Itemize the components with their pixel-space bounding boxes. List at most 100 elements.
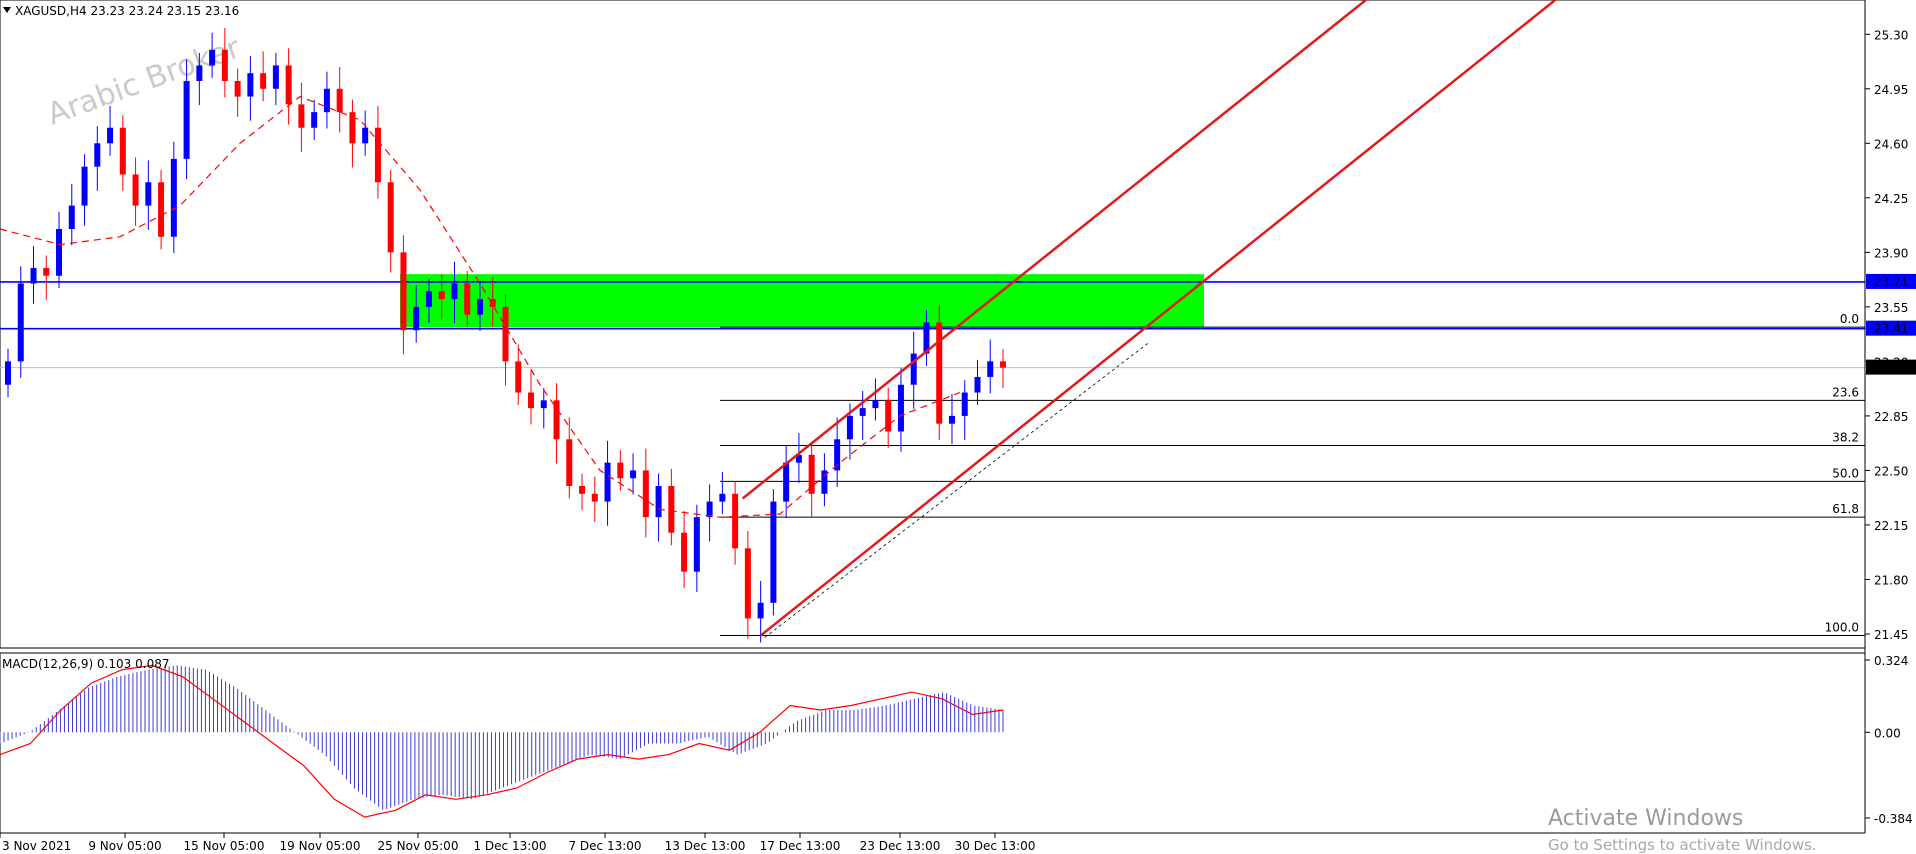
candle-body [132, 174, 139, 206]
time-tick-label: 15 Nov 05:00 [184, 839, 265, 853]
candle-body [923, 322, 930, 354]
activate-windows-subtitle: Go to Settings to activate Windows. [1548, 836, 1817, 854]
moving-average-line [0, 95, 961, 518]
time-tick-label: 3 Nov 2021 [2, 839, 71, 853]
candle-body [425, 291, 432, 307]
candle-body [107, 127, 114, 144]
price-tick-label: 21.45 [1874, 628, 1908, 642]
time-tick-label: 19 Nov 05:00 [280, 839, 361, 853]
price-tick-label: 23.90 [1874, 246, 1908, 260]
candle-body [987, 361, 994, 377]
candle-body [553, 400, 560, 440]
candle-body [336, 88, 343, 113]
candle-body [936, 322, 943, 424]
level-tag-label: 23.71 [1874, 275, 1908, 289]
time-tick-label: 7 Dec 13:00 [568, 839, 641, 853]
candle-body [566, 439, 573, 486]
candle-body [489, 299, 496, 307]
candle-body [681, 532, 688, 572]
time-tick-label: 13 Dec 13:00 [665, 839, 746, 853]
candle-body [528, 392, 535, 409]
candle-body [221, 49, 228, 81]
channel-upper-line [741, 0, 1368, 500]
supply-zone [400, 274, 1204, 328]
candle-body [808, 454, 815, 494]
current-price-tag-label: 23.16 [1874, 361, 1908, 375]
candle-body [591, 493, 598, 502]
fib-label: 100.0 [1825, 621, 1859, 635]
level-tag-label: 23.41 [1874, 322, 1908, 336]
time-tick-label: 30 Dec 13:00 [955, 839, 1036, 853]
macd-layer: 0.324 0.00 -0.384 [0, 654, 1913, 826]
candle-body [693, 517, 700, 572]
candle-body [604, 462, 611, 502]
fib-label: 38.2 [1832, 431, 1859, 445]
channel-layer [741, 0, 1558, 638]
candle-body [744, 548, 751, 619]
candle-body [783, 462, 790, 502]
fibonacci-layer: 0.0 23.6 38.2 50.0 61.8 100.0 [720, 312, 1865, 637]
candle-body [43, 267, 50, 276]
candle-body [617, 462, 624, 479]
candle-body [476, 299, 483, 315]
candle-body [770, 501, 777, 603]
fib-label: 23.6 [1832, 385, 1859, 399]
candle-body [910, 353, 917, 385]
candle-body [821, 470, 828, 494]
macd-tick-label: 0.00 [1874, 726, 1901, 740]
price-tick-label: 24.95 [1874, 83, 1908, 97]
price-tick-label: 24.60 [1874, 137, 1908, 151]
candle-body [362, 127, 369, 144]
candle-body [285, 65, 292, 105]
candle-body [56, 228, 63, 276]
candle-body [349, 112, 356, 144]
candle-body [94, 143, 101, 167]
candle-body [579, 486, 586, 494]
candle-body [438, 291, 445, 300]
fib-label: 61.8 [1832, 502, 1859, 516]
candle-body [170, 158, 177, 237]
fib-label: 0.0 [1840, 312, 1859, 326]
macd-label: MACD(12,26,9) 0.103 0.087 [2, 657, 169, 671]
price-tick-label: 22.50 [1874, 464, 1908, 478]
candle-body [961, 392, 968, 416]
candle-body [311, 112, 318, 128]
candle-body [502, 306, 509, 362]
candle-body [642, 470, 649, 518]
candle-body [655, 486, 662, 518]
candle-body [834, 439, 841, 471]
symbol-header-text: XAGUSD,H4 23.23 23.24 23.15 23.16 [15, 4, 239, 18]
candle-body [757, 602, 764, 619]
level-tag [1866, 320, 1916, 336]
time-tick-label: 17 Dec 13:00 [760, 839, 841, 853]
price-tick-label: 24.25 [1874, 192, 1908, 206]
time-tick-label: 1 Dec 13:00 [473, 839, 546, 853]
watermark-text: Arabic Broker [43, 30, 246, 132]
candle-body [234, 81, 241, 97]
candle-body [374, 127, 381, 183]
candle-body [515, 361, 522, 393]
candle-body [630, 470, 637, 479]
candle-body [30, 267, 37, 284]
candle-body [119, 127, 126, 175]
candle-body [948, 415, 955, 424]
candle-body [464, 283, 471, 315]
candle-body [1000, 361, 1006, 368]
candle-body [795, 454, 802, 463]
candle-body [81, 166, 88, 206]
level-tag [1866, 273, 1916, 289]
candle-body [5, 361, 11, 385]
current-price-tag [1866, 359, 1916, 375]
candle-body [413, 306, 420, 331]
candle-body [668, 486, 675, 533]
price-tick-label: 22.85 [1874, 410, 1908, 424]
candles-layer [5, 28, 1006, 643]
time-tick-label: 23 Dec 13:00 [860, 839, 941, 853]
dropdown-arrow-icon [3, 7, 11, 13]
candle-body [323, 88, 330, 113]
price-tick-label: 25.30 [1874, 28, 1908, 42]
candle-body [872, 400, 879, 409]
price-axis: 25.3024.9524.6024.2523.9023.5523.2022.85… [1864, 0, 1916, 854]
candle-body [885, 400, 892, 432]
